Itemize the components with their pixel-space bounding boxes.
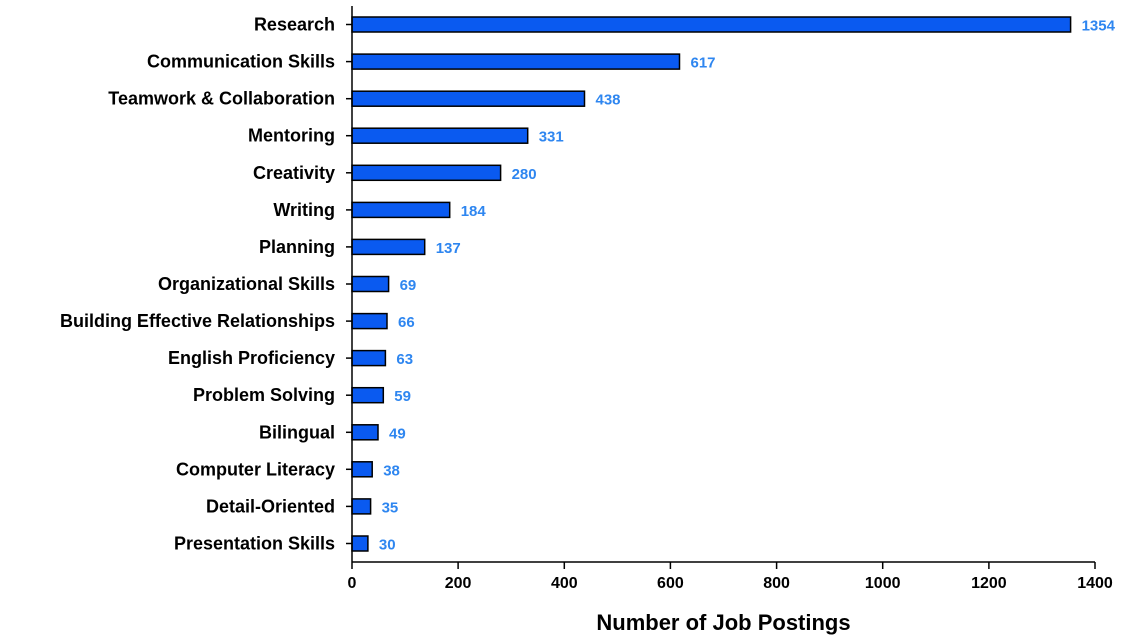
category-label-mentoring: Mentoring: [248, 126, 335, 146]
x-axis-title: Number of Job Postings: [596, 610, 850, 635]
x-tick-label-1200: 1200: [971, 575, 1007, 592]
x-tick-label-1000: 1000: [865, 575, 901, 592]
category-label-teamwork-and-collaboration: Teamwork & Collaboration: [108, 89, 335, 109]
bar-detail-oriented: [351, 498, 372, 515]
value-label-detail-oriented: 35: [382, 499, 399, 516]
x-tick-label-200: 200: [445, 575, 472, 592]
value-label-creativity: 280: [512, 166, 537, 183]
bar-computer-literacy: [351, 461, 373, 478]
x-ticks-group: 0 200 400 600 800 1000 1200 1400: [348, 562, 1113, 592]
value-label-mentoring: 331: [539, 129, 564, 146]
x-tick-label-0: 0: [348, 575, 357, 592]
bar-creativity: [351, 164, 502, 182]
value-labels-group: 1354 617 438 331 280 184 137 69 66 63 59 49 38 35 30: [379, 18, 1116, 554]
x-tick-label-800: 800: [763, 575, 790, 592]
bars-group: [351, 16, 1072, 552]
bar-presentation-skills: [351, 535, 369, 552]
category-label-problem-solving: Problem Solving: [193, 385, 335, 405]
category-label-planning: Planning: [259, 237, 335, 257]
value-label-presentation-skills: 30: [379, 537, 396, 554]
bar-mentoring: [351, 127, 529, 144]
bar-research: [351, 16, 1072, 33]
category-label-bilingual: Bilingual: [259, 422, 335, 442]
bar-planning: [351, 238, 426, 256]
value-label-computer-literacy: 38: [383, 462, 400, 479]
bar-communication-skills: [351, 53, 681, 70]
value-label-teamwork-and-collaboration: 438: [596, 92, 621, 109]
category-label-presentation-skills: Presentation Skills: [174, 534, 335, 554]
value-label-communication-skills: 617: [691, 55, 716, 72]
category-label-detail-oriented: Detail-Oriented: [206, 496, 335, 516]
bar-writing: [351, 201, 451, 219]
value-label-research: 1354: [1082, 18, 1116, 35]
x-tick-label-600: 600: [657, 575, 684, 592]
bar-teamwork-and-collaboration: [351, 90, 586, 107]
value-label-building-effective-relationships: 66: [398, 314, 415, 331]
value-label-planning: 137: [436, 240, 461, 257]
bar-building-effective-relationships: [351, 312, 388, 330]
category-label-writing: Writing: [273, 200, 335, 220]
category-label-organizational-skills: Organizational Skills: [158, 274, 335, 294]
value-label-organizational-skills: 69: [400, 277, 417, 294]
category-labels-group: Research Communication Skills Teamwork & C…: [60, 15, 352, 554]
bar-organizational-skills: [351, 275, 390, 293]
category-label-computer-literacy: Computer Literacy: [176, 459, 335, 479]
value-label-bilingual: 49: [389, 425, 406, 442]
category-label-building-effective-relationships: Building Effective Relationships: [60, 311, 335, 331]
value-label-writing: 184: [461, 203, 487, 220]
x-tick-label-400: 400: [551, 575, 578, 592]
category-label-communication-skills: Communication Skills: [147, 52, 335, 72]
bar-english-proficiency: [351, 349, 387, 367]
value-label-english-proficiency: 63: [396, 351, 413, 368]
bar-bilingual: [351, 424, 379, 441]
category-label-creativity: Creativity: [253, 163, 335, 183]
x-tick-label-1400: 1400: [1077, 575, 1113, 592]
category-label-english-proficiency: English Proficiency: [168, 348, 335, 368]
value-label-problem-solving: 59: [394, 388, 411, 405]
axes-group: [351, 6, 1095, 563]
category-label-research: Research: [254, 15, 335, 35]
bar-problem-solving: [351, 386, 385, 404]
